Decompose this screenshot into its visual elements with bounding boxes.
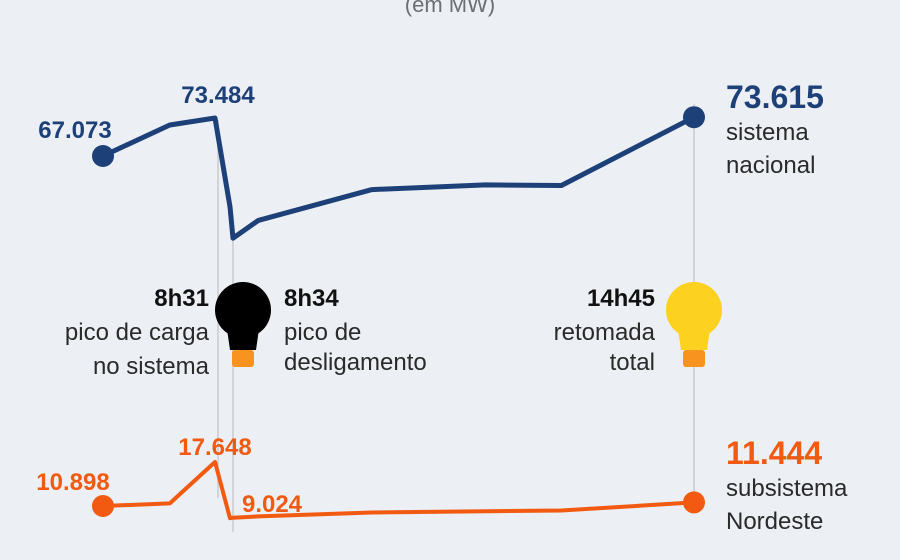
label-northeast-start: 10.898 <box>36 469 109 496</box>
point-national-end <box>683 106 705 129</box>
label-national-peak: 73.484 <box>181 82 255 109</box>
label-national-start: 67.073 <box>38 117 111 144</box>
point-northeast-start <box>92 495 114 517</box>
label-northeast-peak: 17.648 <box>178 434 251 461</box>
name-northeast-line2: Nordeste <box>726 508 823 535</box>
event-desc-line2: total <box>610 349 655 376</box>
event-8h31: 8h31 pico de carga no sistema <box>65 285 210 380</box>
event-desc-line2: no sistema <box>93 353 210 380</box>
label-northeast-end: 11.444 <box>726 435 822 471</box>
event-desc-line1: pico de <box>284 319 361 346</box>
label-northeast-dip: 9.024 <box>242 491 303 518</box>
line-northeast <box>101 460 696 521</box>
point-northeast-end <box>683 491 705 514</box>
name-national-line2: nacional <box>726 152 815 179</box>
lightbulb-on-icon <box>666 282 722 367</box>
lightbulb-off-icon <box>215 282 271 367</box>
series-national: 67.073 73.484 73.615 sistema nacional <box>38 79 824 241</box>
name-national-line1: sistema <box>726 119 809 146</box>
event-8h34: 8h34 pico de desligamento <box>215 282 427 376</box>
event-time: 14h45 <box>587 285 655 312</box>
point-national-start <box>92 145 114 167</box>
event-time: 8h31 <box>154 285 209 312</box>
event-desc-line1: retomada <box>554 319 656 346</box>
event-time: 8h34 <box>284 285 339 312</box>
event-desc-line1: pico de carga <box>65 319 210 346</box>
name-northeast-line1: subsistema <box>726 475 848 502</box>
label-national-end: 73.615 <box>726 79 824 115</box>
series-northeast: 10.898 17.648 9.024 11.444 subsistema No… <box>36 434 848 535</box>
event-14h45: 14h45 retomada total <box>554 282 722 376</box>
unit-label: (em MW) <box>405 0 495 17</box>
event-desc-line2: desligamento <box>284 349 427 376</box>
line-national <box>100 114 697 241</box>
